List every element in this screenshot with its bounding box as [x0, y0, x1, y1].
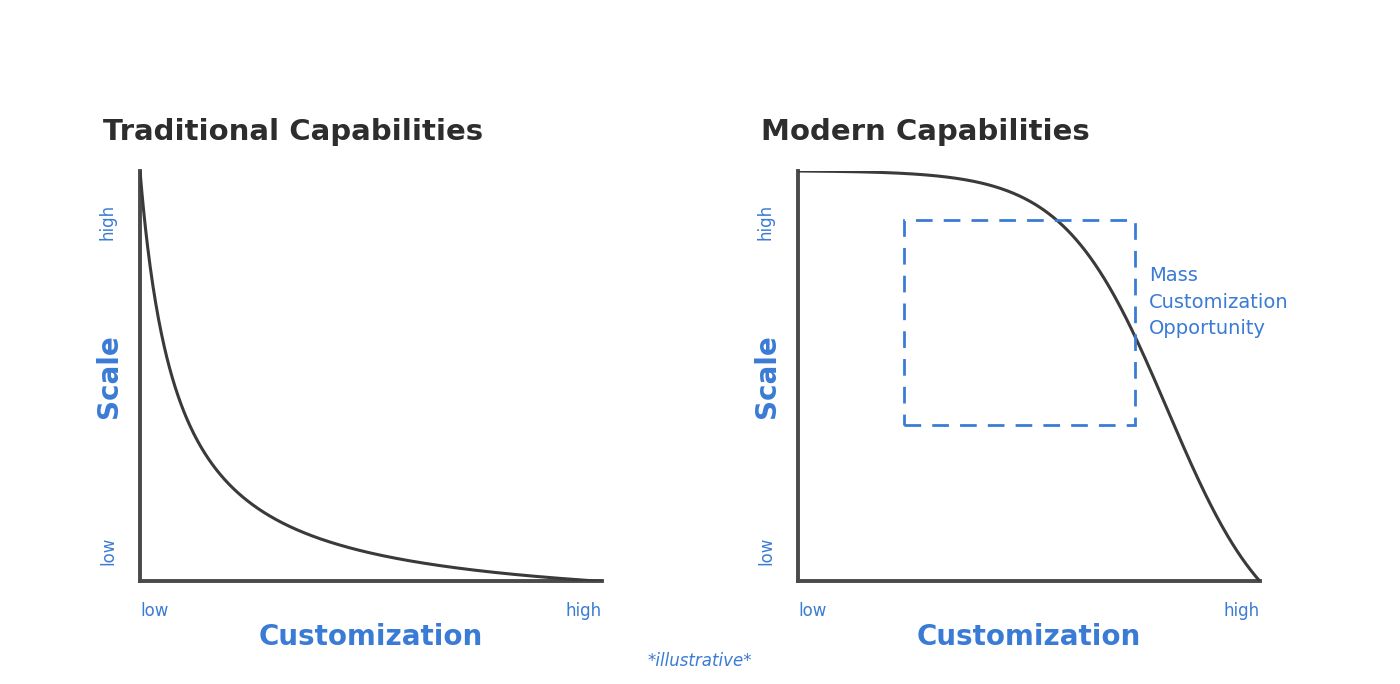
Text: high: high — [1224, 602, 1260, 620]
Text: Modern Capabilities: Modern Capabilities — [762, 118, 1089, 146]
Text: Mass
Customization
Opportunity: Mass Customization Opportunity — [1149, 266, 1289, 339]
Text: low: low — [798, 602, 826, 620]
Text: low: low — [140, 602, 168, 620]
Text: low: low — [99, 537, 116, 565]
Text: Traditional Capabilities: Traditional Capabilities — [104, 118, 483, 146]
Text: *illustrative*: *illustrative* — [648, 653, 752, 670]
Text: high: high — [757, 204, 774, 240]
Y-axis label: Scale: Scale — [753, 334, 781, 418]
Text: high: high — [566, 602, 602, 620]
Text: high: high — [99, 204, 116, 240]
Text: low: low — [757, 537, 774, 565]
Y-axis label: Scale: Scale — [95, 334, 123, 418]
Bar — [904, 220, 1135, 425]
X-axis label: Customization: Customization — [259, 623, 483, 651]
X-axis label: Customization: Customization — [917, 623, 1141, 651]
